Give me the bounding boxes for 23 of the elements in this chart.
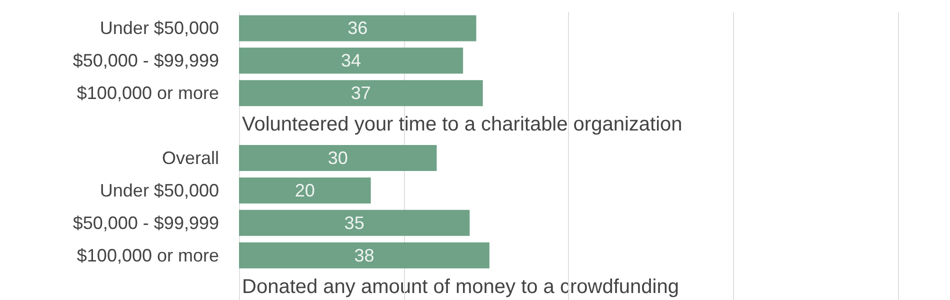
- data-label: 38: [354, 245, 374, 266]
- y-tick-label: $100,000 or more: [76, 245, 219, 266]
- data-label: 36: [348, 18, 368, 38]
- data-label: 37: [350, 83, 371, 104]
- y-tick-label: Overall: [162, 148, 219, 168]
- data-label: 35: [344, 212, 364, 233]
- bar: [239, 48, 464, 74]
- annotation: Volunteered your time to a charitable organization: [242, 114, 682, 136]
- data-label: 30: [328, 148, 348, 168]
- y-tick-label: $100,000 or more: [76, 83, 219, 104]
- y-tick-label: $50,000 - $99,999: [72, 50, 219, 71]
- y-tick-label: Under $50,000: [100, 18, 219, 38]
- data-label: 20: [294, 180, 315, 200]
- bar: [239, 242, 490, 268]
- bar: [239, 80, 483, 106]
- bar: [239, 177, 371, 204]
- y-tick-label: Under $50,000: [100, 180, 219, 200]
- data-label: 34: [341, 50, 362, 71]
- y-tick-label: $50,000 - $99,999: [72, 212, 219, 233]
- annotation: Donated any amount of money to a crowdfunding: [242, 276, 679, 298]
- bar: [239, 15, 476, 42]
- bar: [239, 210, 470, 236]
- bar: [239, 145, 437, 171]
